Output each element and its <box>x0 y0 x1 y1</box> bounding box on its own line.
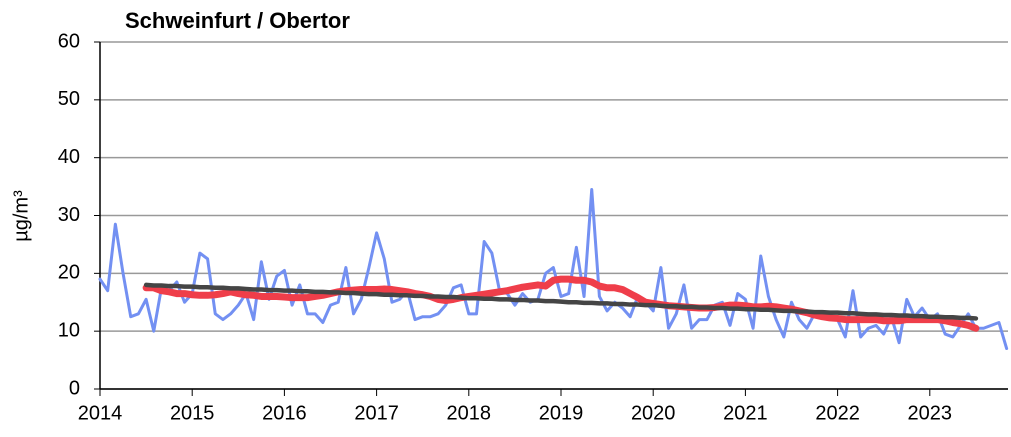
chart-title: Schweinfurt / Obertor <box>125 8 350 33</box>
y-tick-label: 20 <box>58 262 80 284</box>
y-axis-label: µg/m³ <box>10 190 32 242</box>
x-tick-label: 2016 <box>262 402 307 424</box>
series-line <box>143 282 979 321</box>
series-line <box>98 187 1009 351</box>
x-tick-label: 2022 <box>815 402 860 424</box>
y-tick-label: 40 <box>58 146 80 168</box>
x-tick-label: 2018 <box>447 402 492 424</box>
y-tick-label: 60 <box>58 30 80 52</box>
x-tick-label: 2019 <box>539 402 584 424</box>
y-tick-label: 10 <box>58 319 80 341</box>
x-tick-label: 2014 <box>78 402 123 424</box>
x-tick-label: 2023 <box>908 402 953 424</box>
x-tick-label: 2020 <box>631 402 676 424</box>
x-tick-label: 2017 <box>354 402 399 424</box>
x-tick-label: 2015 <box>170 402 215 424</box>
series-line <box>142 275 980 332</box>
y-tick-label: 50 <box>58 88 80 110</box>
y-tick-label: 30 <box>58 204 80 226</box>
y-tick-label: 0 <box>69 377 80 399</box>
x-tick-label: 2021 <box>723 402 768 424</box>
